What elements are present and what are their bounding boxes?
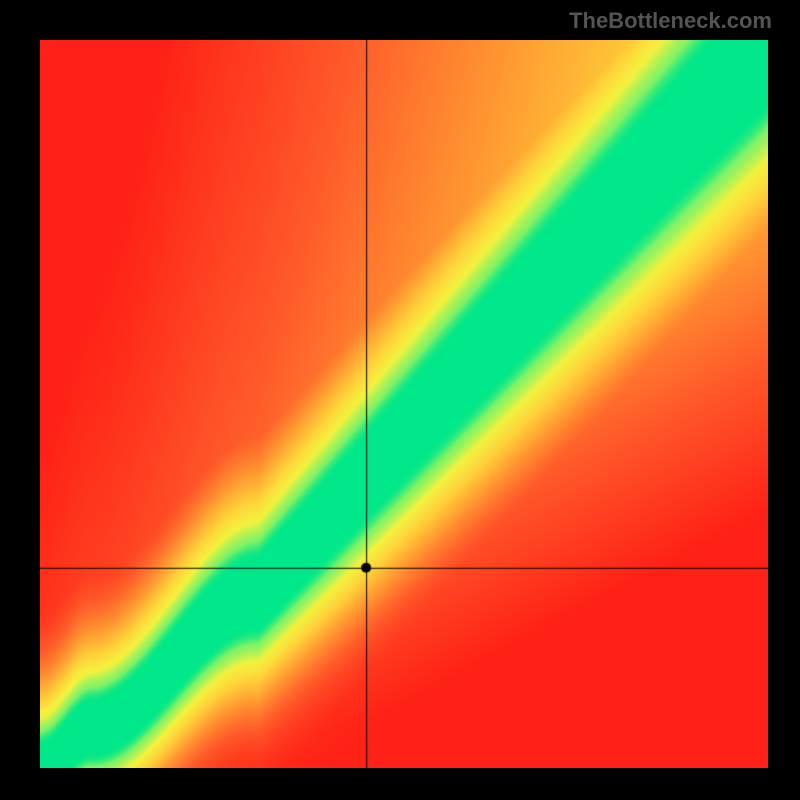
chart-root: TheBottleneck.com [0,0,800,800]
heatmap-canvas [40,40,768,768]
watermark-text: TheBottleneck.com [569,8,772,34]
